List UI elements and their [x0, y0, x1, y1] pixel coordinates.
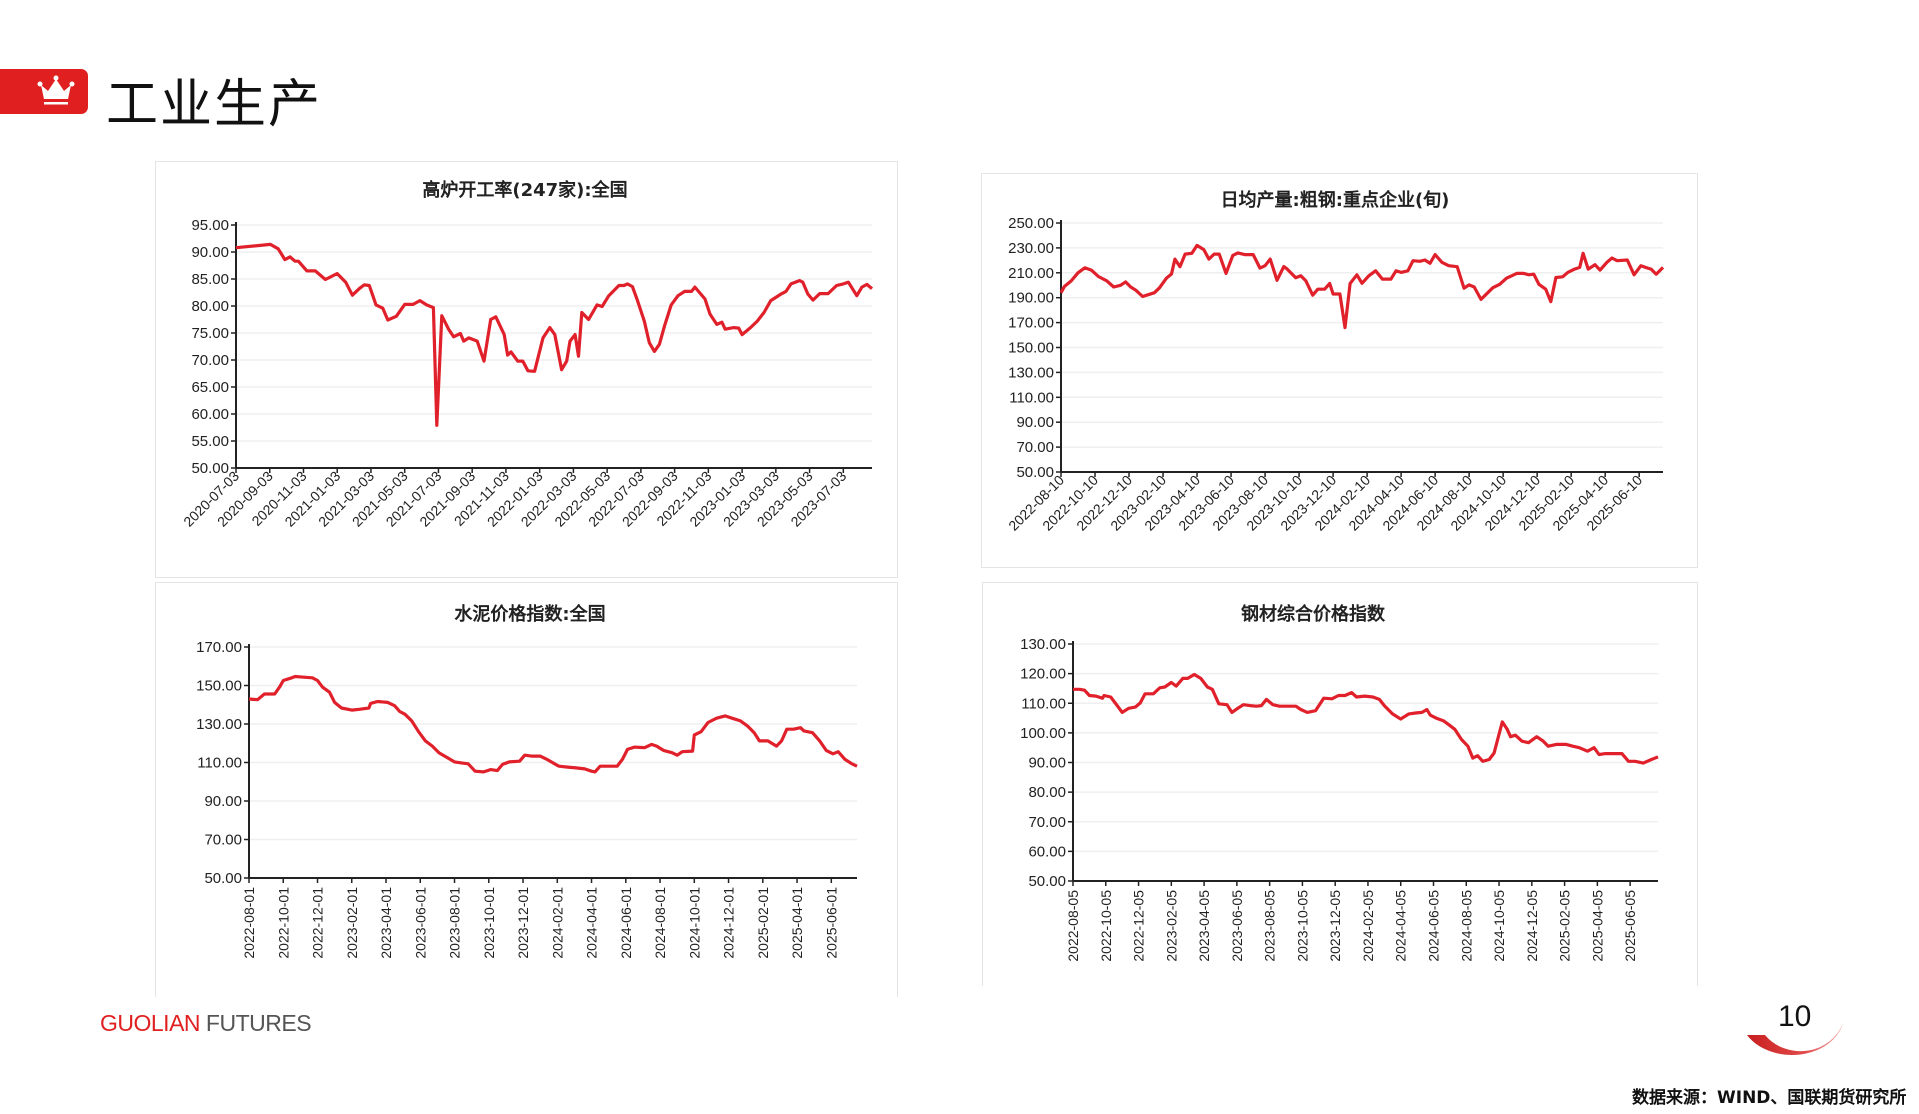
data-source-note: 数据来源：WIND、国联期货研究所 — [1632, 1088, 1907, 1108]
chart-steel-price: 钢材综合价格指数 50.00 60.00 70.00 80.00 90.00 100.00 1… — [1020, 603, 1659, 962]
x-tick-label: 2024-08-01 — [652, 887, 668, 959]
brand-logo: GUOLIAN FUTURES — [100, 1010, 312, 1037]
y-tick-label: 150.00 — [1008, 340, 1054, 357]
x-tick-label: 2024-04-01 — [584, 887, 600, 959]
y-tick-label: 70.00 — [1028, 814, 1066, 831]
x-tick-label: 2023-08-05 — [1262, 890, 1278, 962]
y-tick-label: 210.00 — [1008, 265, 1054, 282]
x-tick-label: 2023-10-01 — [481, 887, 497, 959]
x-tick-label: 2024-08-05 — [1458, 890, 1474, 962]
x-tick-label: 2023-10-05 — [1294, 890, 1310, 962]
chart-title: 高炉开工率(247家):全国 — [422, 179, 627, 201]
y-tick-label: 90.00 — [191, 244, 229, 261]
chart-title: 钢材综合价格指数 — [1241, 603, 1386, 625]
x-tick-label: 2023-02-01 — [344, 887, 360, 959]
y-tick-label: 190.00 — [1008, 290, 1054, 307]
brand-part2: FUTURES — [205, 1010, 312, 1036]
chart-panel-cement — [155, 582, 898, 997]
y-tick-label: 70.00 — [204, 832, 242, 849]
series-line — [235, 242, 874, 427]
y-tick-label: 50.00 — [204, 870, 242, 887]
x-tick-label: 2024-02-05 — [1360, 890, 1376, 962]
x-tick-label: 2022-12-05 — [1131, 890, 1147, 962]
y-tick-label: 110.00 — [1009, 389, 1054, 406]
brand-part1: GUOLIAN — [100, 1010, 201, 1036]
x-tick-label: 2023-04-01 — [378, 887, 394, 959]
y-tick-label: 60.00 — [191, 406, 229, 423]
y-tick-label: 170.00 — [1008, 315, 1054, 332]
y-tick-label: 95.00 — [191, 217, 229, 234]
series-line — [1073, 672, 1659, 765]
chart-panel-steel-price — [982, 582, 1698, 986]
x-tick-label: 2023-12-01 — [515, 887, 531, 959]
page-number: 10 — [1778, 1000, 1812, 1033]
chart-title: 日均产量:粗钢:重点企业(旬) — [1221, 189, 1450, 211]
y-tick-label: 50.00 — [1016, 464, 1054, 481]
x-tick-label: 2025-02-05 — [1557, 890, 1573, 962]
y-tick-label: 230.00 — [1008, 240, 1054, 257]
y-tick-label: 70.00 — [191, 352, 229, 369]
y-tick-label: 90.00 — [1016, 414, 1054, 431]
x-tick-label: 2023-12-05 — [1327, 890, 1343, 962]
y-tick-label: 80.00 — [1028, 784, 1066, 801]
crown-icon — [37, 75, 75, 105]
chart-panel-crude-steel — [981, 173, 1698, 568]
y-tick-label: 65.00 — [191, 379, 229, 396]
x-tick-label: 2022-10-05 — [1098, 890, 1114, 962]
y-tick-label: 130.00 — [1020, 636, 1066, 653]
chart-cement: 水泥价格指数:全国 50.00 70.00 90.00 110.00 130.00 150.… — [196, 603, 858, 959]
x-tick-label: 2023-08-01 — [447, 887, 463, 959]
series-line — [1059, 243, 1665, 330]
y-tick-label: 80.00 — [191, 298, 229, 315]
y-tick-label: 170.00 — [196, 639, 242, 656]
y-tick-label: 120.00 — [1020, 666, 1066, 683]
x-tick-label: 2024-10-01 — [686, 887, 702, 959]
y-tick-label: 90.00 — [204, 793, 242, 810]
y-tick-label: 110.00 — [1021, 695, 1066, 712]
x-tick-label: 2024-06-01 — [618, 887, 634, 959]
x-tick-label: 2025-06-01 — [823, 887, 839, 959]
x-tick-label: 2023-06-01 — [412, 887, 428, 959]
y-tick-label: 70.00 — [1016, 439, 1054, 456]
x-tick-label: 2023-06-05 — [1229, 890, 1245, 962]
y-tick-label: 50.00 — [191, 460, 229, 477]
x-tick-label: 2025-02-01 — [755, 887, 771, 959]
y-tick-label: 110.00 — [197, 755, 242, 772]
x-tick-label: 2025-06-05 — [1622, 890, 1638, 962]
x-tick-label: 2022-12-01 — [310, 887, 326, 959]
x-tick-label: 2024-02-01 — [549, 887, 565, 959]
y-tick-label: 90.00 — [1028, 755, 1066, 772]
y-tick-label: 250.00 — [1008, 215, 1054, 232]
y-tick-label: 130.00 — [196, 716, 242, 733]
y-tick-label: 50.00 — [1028, 873, 1066, 890]
x-tick-label: 2025-04-01 — [789, 887, 805, 959]
y-tick-label: 85.00 — [191, 271, 229, 288]
chart-blast-furnace: 高炉开工率(247家):全国 50.00 55.00 60.00 65.00 70.00 7… — [180, 179, 874, 530]
x-tick-label: 2024-12-05 — [1524, 890, 1540, 962]
x-tick-label: 2022-08-01 — [241, 887, 257, 959]
y-tick-label: 60.00 — [1028, 843, 1066, 860]
y-tick-label: 150.00 — [196, 678, 242, 695]
page-title: 工业生产 — [106, 75, 323, 135]
x-tick-label: 2022-08-05 — [1065, 890, 1081, 962]
y-tick-label: 130.00 — [1008, 364, 1054, 381]
x-tick-label: 2023-02-05 — [1163, 890, 1179, 962]
y-tick-label: 75.00 — [191, 325, 229, 342]
chart-title: 水泥价格指数:全国 — [454, 603, 605, 625]
x-tick-label: 2024-12-01 — [721, 887, 737, 959]
section-badge — [0, 69, 88, 114]
x-tick-label: 2024-06-05 — [1426, 890, 1442, 962]
x-tick-label: 2023-04-05 — [1196, 890, 1212, 962]
x-tick-label: 2022-10-01 — [275, 887, 291, 959]
page-number-arc-icon — [1747, 1023, 1843, 1056]
y-tick-label: 100.00 — [1020, 725, 1066, 742]
chart-crude-steel: 日均产量:粗钢:重点企业(旬) 50.00 70.00 90.00 110.00 130.… — [1005, 189, 1665, 534]
x-tick-label: 2025-04-05 — [1589, 890, 1605, 962]
x-tick-label: 2024-04-05 — [1393, 890, 1409, 962]
x-tick-label: 2024-10-05 — [1491, 890, 1507, 962]
series-line — [248, 674, 858, 774]
y-tick-label: 55.00 — [191, 433, 229, 450]
